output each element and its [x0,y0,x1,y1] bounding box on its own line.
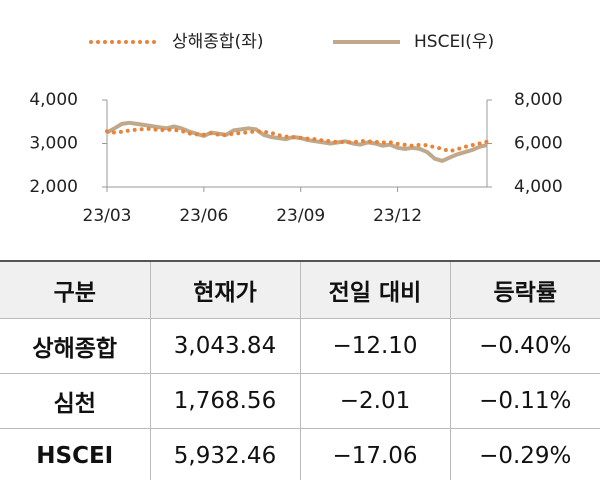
x-tick-label: 23/03 [83,206,132,226]
table-cell: −12.10 [299,318,450,374]
table-cell: −0.29% [449,428,600,480]
table-row: 심천 1,768.56 −2.01 −0.11% [0,373,600,429]
table-cell: 상해종합 [0,318,150,374]
x-tick-label: 23/12 [373,206,422,226]
table-cell: −2.01 [299,373,450,429]
y2-tick-label: 6,000 [514,134,563,154]
legend-label: HSCEI(우) [414,32,494,52]
header-cell: 전일 대비 [299,261,450,319]
table-cell: 3,043.84 [149,318,300,374]
table-cell: −17.06 [299,428,450,480]
table-cell: −0.11% [449,373,600,429]
price-table: 구분 현재가 전일 대비 등락률 상해종합 3,043.84 −12.10 −0.40% 심천 1… [0,260,600,480]
table-cell: 5,932.46 [149,428,300,480]
chart: 2,000 3,000 4,000 4,000 6,000 8,000 23/03 23/06… [29,32,563,226]
y-tick-label: 3,000 [29,134,78,154]
x-tick-label: 23/09 [276,206,325,226]
header-cell: 구분 [0,261,150,319]
table-row: 상해종합 3,043.84 −12.10 −0.40% [0,318,600,374]
series-line [106,120,488,163]
table-cell: 1,768.56 [149,373,300,429]
table-cell: −0.40% [449,318,600,374]
y-tick-label: 2,000 [29,177,78,197]
y2-tick-label: 8,000 [514,90,563,110]
header-row: 구분 현재가 전일 대비 등락률 [0,261,600,319]
y-tick-label: 4,000 [29,90,78,110]
table-cell: HSCEI [0,428,150,480]
header-cell: 등락률 [449,261,600,319]
table-row: HSCEI 5,932.46 −17.06 −0.29% [0,428,600,480]
y2-tick-label: 4,000 [514,177,563,197]
table-cell: 심천 [0,373,150,429]
series-line [105,126,489,154]
legend-label: 상해종합(좌) [172,32,263,52]
header-cell: 현재가 [149,261,300,319]
x-tick-label: 23/06 [179,206,228,226]
